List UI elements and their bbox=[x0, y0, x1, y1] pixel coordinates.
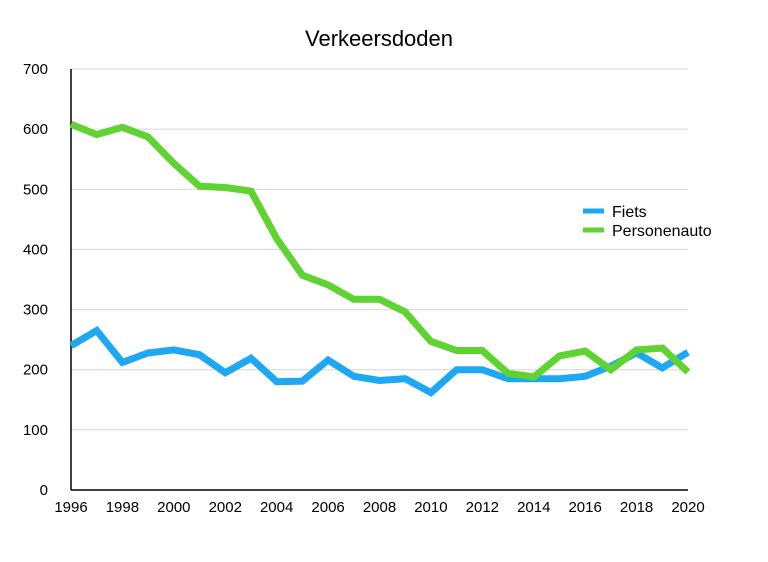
y-tick-label: 200 bbox=[23, 362, 48, 379]
y-tick-labels: 0 100 200 300 400 500 600 700 bbox=[23, 61, 48, 499]
x-tick-label: 2000 bbox=[157, 499, 190, 516]
x-tick-labels: 1996 1998 2000 2002 2004 2006 2008 2010 2012 2014… bbox=[54, 499, 704, 516]
chart-title: Verkeersdoden bbox=[305, 26, 453, 51]
y-tick-label: 400 bbox=[23, 241, 48, 258]
x-tick-label: 2016 bbox=[568, 499, 601, 516]
x-tick-label: 2014 bbox=[517, 499, 550, 516]
x-tick-label: 2002 bbox=[209, 499, 242, 516]
y-tick-label: 700 bbox=[23, 61, 48, 78]
x-tick-label: 2004 bbox=[260, 499, 293, 516]
series-line-fiets bbox=[69, 326, 690, 397]
x-tick-label: 2012 bbox=[466, 499, 499, 516]
x-tick-label: 2020 bbox=[671, 499, 704, 516]
series-layer bbox=[69, 121, 691, 397]
x-tick-label: 2018 bbox=[620, 499, 653, 516]
y-tick-label: 0 bbox=[40, 482, 48, 499]
y-tick-label: 100 bbox=[23, 422, 48, 439]
x-tick-label: 2010 bbox=[414, 499, 447, 516]
grid-layer bbox=[71, 68, 688, 431]
legend-label-personenauto: Personenauto bbox=[612, 223, 712, 240]
x-tick-label: 2006 bbox=[311, 499, 344, 516]
x-tick-label: 1996 bbox=[54, 499, 87, 516]
y-tick-label: 500 bbox=[23, 181, 48, 198]
x-tick-label: 1998 bbox=[106, 499, 139, 516]
series-line-personenauto bbox=[69, 121, 691, 381]
y-tick-label: 300 bbox=[23, 302, 48, 319]
x-tick-label: 2008 bbox=[363, 499, 396, 516]
legend-label-fiets: Fiets bbox=[612, 204, 647, 221]
legend: Fiets Personenauto bbox=[583, 204, 712, 240]
y-tick-label: 600 bbox=[23, 121, 48, 138]
